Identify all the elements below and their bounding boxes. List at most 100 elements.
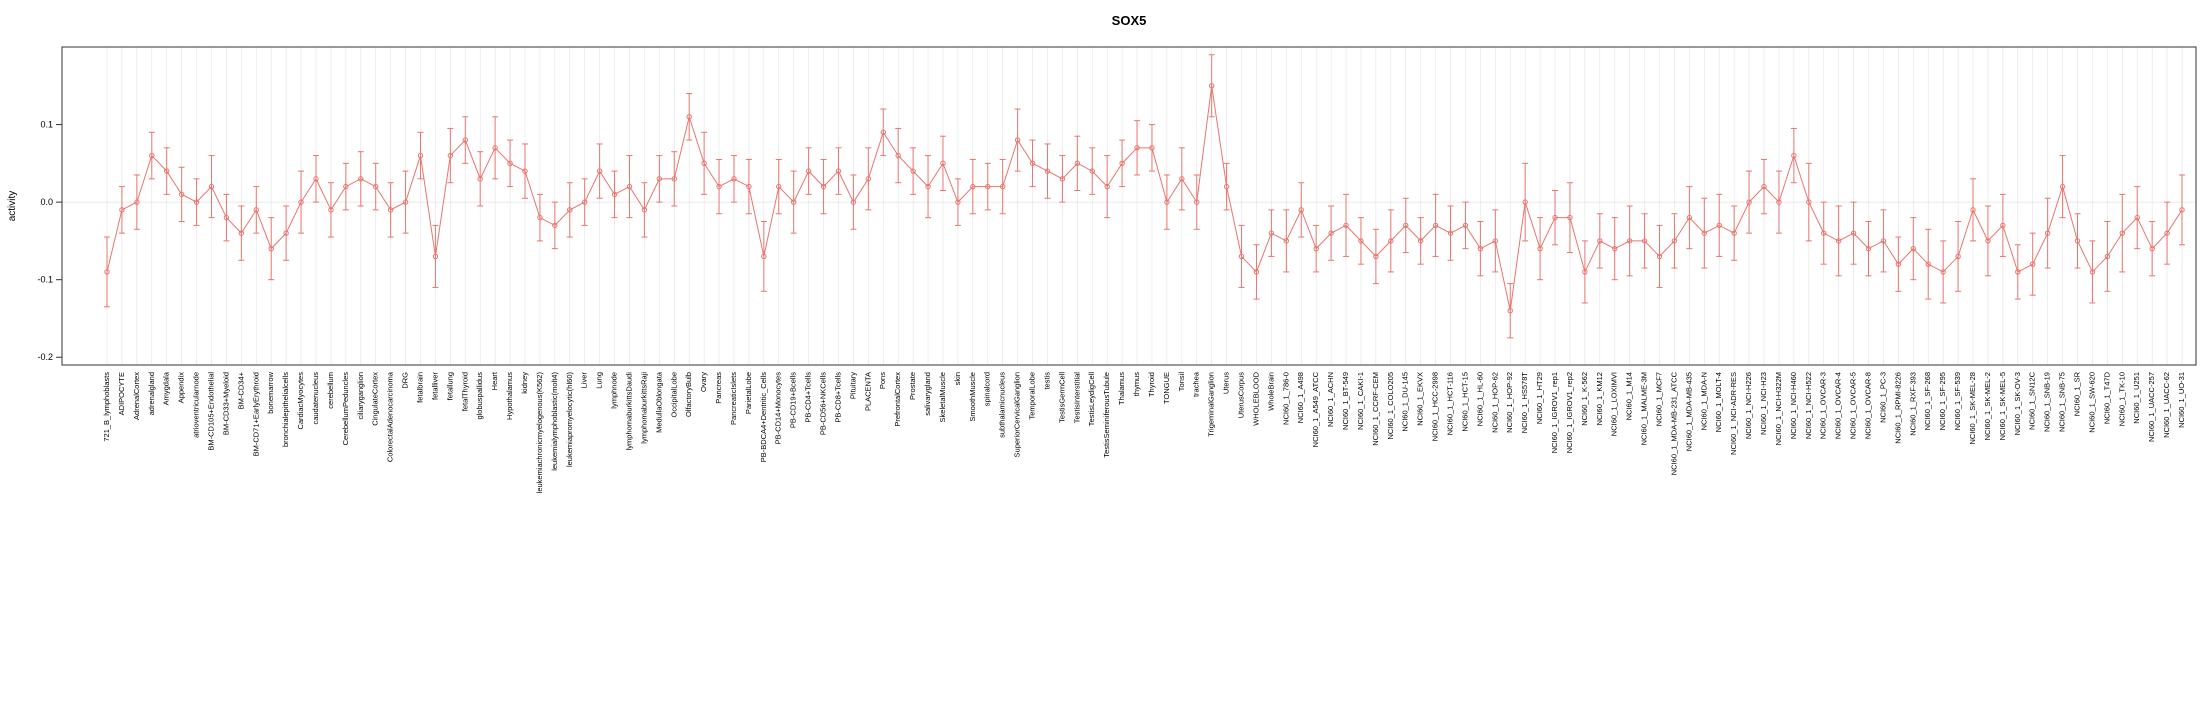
data-point — [776, 183, 782, 190]
x-axis-label: NCI60_1_UACC-62 — [2162, 372, 2171, 438]
plot-border — [61, 46, 2197, 366]
data-point — [1656, 253, 1663, 260]
x-axis-label: NCI60_1_HL-60 — [1475, 372, 1484, 426]
error-bars — [104, 54, 2185, 339]
data-point — [701, 160, 707, 167]
data-point — [1791, 152, 1797, 159]
data-point — [1208, 83, 1215, 89]
data-point — [985, 183, 991, 190]
data-point — [1522, 199, 1528, 205]
x-axis-label: NCI60_1_K-562 — [1580, 372, 1589, 426]
x-axis-label: NCI60_1_OVCAR-5 — [1849, 372, 1858, 439]
x-axis-label: NCI60_1_PC-3 — [1878, 372, 1887, 423]
x-axis-label: salivarygland — [923, 372, 932, 416]
x-axis-label: AdrenalCortex — [132, 372, 141, 420]
x-axis-label: NCI60_1_LOXIMVI — [1610, 372, 1619, 436]
x-axis-label: NCI60_1_786-0 — [1281, 372, 1290, 425]
data-point — [611, 191, 618, 198]
data-point — [1567, 214, 1573, 221]
data-point — [358, 176, 364, 182]
data-point — [567, 207, 573, 213]
x-axis-labels: 721_B_lymphoblasts ADIPOCYTE AdrenalCortex… — [102, 371, 2186, 493]
x-axis-label: NCI60_1_KM12 — [1595, 372, 1604, 425]
data-point — [925, 183, 931, 190]
data-point — [2134, 214, 2140, 221]
x-axis-label: NCI60_1_SW-620 — [2087, 372, 2096, 433]
x-axis-label: cerebellum — [326, 372, 335, 409]
data-point — [2059, 183, 2066, 190]
x-axis-label: PB-CD4+Tcells — [804, 372, 813, 423]
data-point — [134, 199, 140, 205]
data-point — [149, 152, 155, 159]
x-axis-label: NCI60_1_M14 — [1625, 372, 1634, 420]
data-point — [1223, 183, 1230, 190]
x-axis-label: trachea — [1192, 371, 1201, 397]
x-axis-label: atrioventricularnode — [192, 372, 201, 438]
x-axis-label: NCI60_1_U251 — [2132, 372, 2141, 424]
x-axis-label: PB-CD56+NKCells — [819, 372, 828, 435]
x-axis-label: NCI60_1_SF-539 — [1953, 372, 1962, 430]
x-axis-label: Lung — [595, 372, 604, 389]
data-point — [970, 183, 976, 190]
data-point — [1552, 214, 1558, 221]
x-axis-label: Amygdala — [162, 371, 171, 405]
x-axis-label: PancreaticIslets — [729, 372, 738, 425]
x-axis-label: bronchialepithelialcells — [281, 372, 290, 447]
data-point — [1626, 238, 1633, 244]
data-point — [1671, 238, 1678, 244]
data-point — [373, 183, 379, 190]
x-axis-label: Appendix — [177, 372, 186, 404]
x-axis-label: fetallung — [445, 372, 454, 400]
data-point — [1686, 214, 1693, 221]
x-axis-label: TemporalLobe — [1028, 372, 1037, 420]
x-axis-label: SuperiorCervicalGanglion — [1013, 372, 1022, 457]
x-axis-label: NCI60_1_HCT-116 — [1446, 372, 1455, 435]
data-point — [1328, 230, 1334, 236]
x-axis-label: NCI60_1_SK-MEL-2 — [1983, 372, 1992, 440]
x-axis-label: ciliaryganglion — [356, 372, 365, 420]
data-point — [1268, 230, 1275, 236]
data-point — [865, 176, 872, 182]
data-point — [447, 152, 454, 159]
data-point — [2015, 269, 2021, 275]
x-axis-label: TrigeminalGanglion — [1207, 372, 1216, 437]
x-axis-label: NCI60_1_HCC-2998 — [1431, 372, 1440, 441]
x-axis-label: bonemarrow — [266, 371, 275, 413]
data-point — [238, 230, 245, 236]
x-axis-label: PB-CD19+Bcells — [789, 372, 798, 428]
x-axis-label: lymphomaburkittsRaji — [639, 372, 648, 444]
x-axis-label: NCI60_1_OVCAR-3 — [1819, 372, 1828, 439]
data-point — [2119, 230, 2125, 236]
data-point — [1985, 238, 1991, 244]
x-axis-label: NCI60_1_SR — [2072, 371, 2081, 416]
x-axis-label: NCI60_1_HT29 — [1535, 372, 1544, 424]
data-point — [417, 152, 424, 159]
data-point — [1940, 269, 1946, 275]
x-axis-label: BM-CD34+ — [236, 371, 245, 409]
x-axis-label: NCI60_1_SK-OV-3 — [2013, 372, 2022, 435]
x-axis-label: NCI60_1_SF-295 — [1938, 372, 1947, 430]
series-line — [106, 85, 2183, 311]
data-point — [1149, 145, 1155, 151]
x-axis-label: PrefrontalCortex — [893, 372, 902, 427]
data-point — [2000, 222, 2006, 229]
x-axis-label: NCI60_1_OVCAR-8 — [1863, 372, 1872, 439]
data-point — [223, 214, 230, 221]
data-point — [880, 129, 886, 136]
x-axis-label: NCI60_1_SNB-19 — [2043, 372, 2052, 432]
data-point — [193, 199, 200, 205]
x-axis-label: NCI60_1_RXF-393 — [1908, 372, 1917, 436]
x-axis-label: Prostate — [908, 372, 917, 400]
data-point — [1014, 137, 1021, 143]
x-axis-label: fetalliver — [430, 372, 439, 400]
x-axis-label: NCI60_1_RPMI-8226 — [1893, 372, 1902, 444]
x-axis-label: TestisSeminiferousTubule — [1102, 372, 1111, 458]
y-axis: -0.2 -0.1 0.0 0.1 — [37, 120, 62, 362]
x-axis-label: NCI60_1_MDA-MB-435 — [1684, 372, 1693, 451]
data-point — [910, 168, 916, 174]
data-point — [343, 183, 349, 190]
data-point — [850, 199, 857, 205]
x-axis-label: NCI60_1_DU-145 — [1401, 372, 1410, 432]
data-point — [1746, 199, 1752, 205]
